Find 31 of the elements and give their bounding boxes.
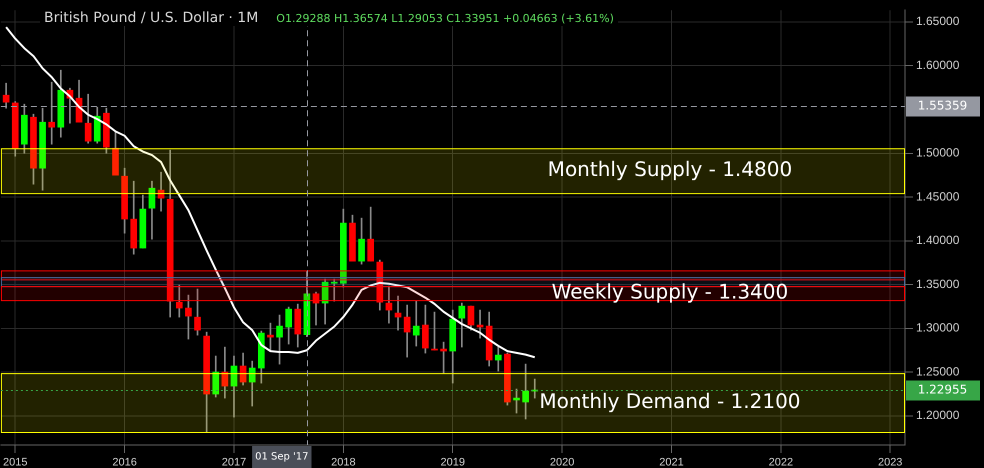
x-tick-label: 2016 [112, 456, 137, 468]
x-tick-label: 2021 [659, 456, 684, 468]
band-label: Monthly Demand - 1.2100 [539, 388, 801, 413]
candlestick [267, 322, 274, 350]
y-tick-label: 1.30000 [916, 320, 960, 335]
y-tick-label: 1.65000 [916, 14, 960, 28]
y-tick-label: 1.60000 [916, 58, 960, 72]
ref-line-label: 1.55359 [918, 98, 968, 113]
y-tick-label: 1.50000 [916, 146, 960, 160]
candlestick [431, 312, 438, 350]
chart-subtitle: O1.29288 H1.36574 L1.29053 C1.33951 +0.04663 (+3.61%) [276, 12, 614, 25]
band-label: Weekly Supply - 1.3400 [552, 279, 788, 304]
ref-line-label: 01 Sep '17 [255, 452, 308, 463]
x-tick-label: 2015 [2, 456, 28, 468]
y-tick-label: 1.40000 [916, 233, 960, 248]
band-label: Monthly Supply - 1.4800 [548, 156, 792, 181]
chart-title: British Pound / U.S. Dollar · 1M [44, 10, 258, 26]
x-tick-label: 2020 [550, 456, 574, 468]
y-tick-label: 1.20000 [916, 408, 960, 422]
y-tick-label: 1.25000 [916, 364, 960, 378]
ref-line-label: 1.22955 [918, 382, 968, 397]
y-tick-label: 1.45000 [916, 189, 960, 204]
y-tick-label: 1.35000 [916, 276, 960, 291]
x-tick-label: 2017 [222, 456, 246, 468]
candlestick [513, 388, 520, 414]
x-tick-label: 2019 [440, 456, 465, 468]
candlestick [158, 172, 164, 212]
x-tick-label: 2022 [768, 456, 794, 468]
x-tick-label: 2023 [878, 456, 902, 468]
candlestick [476, 310, 484, 338]
x-tick-label: 2018 [331, 456, 356, 468]
